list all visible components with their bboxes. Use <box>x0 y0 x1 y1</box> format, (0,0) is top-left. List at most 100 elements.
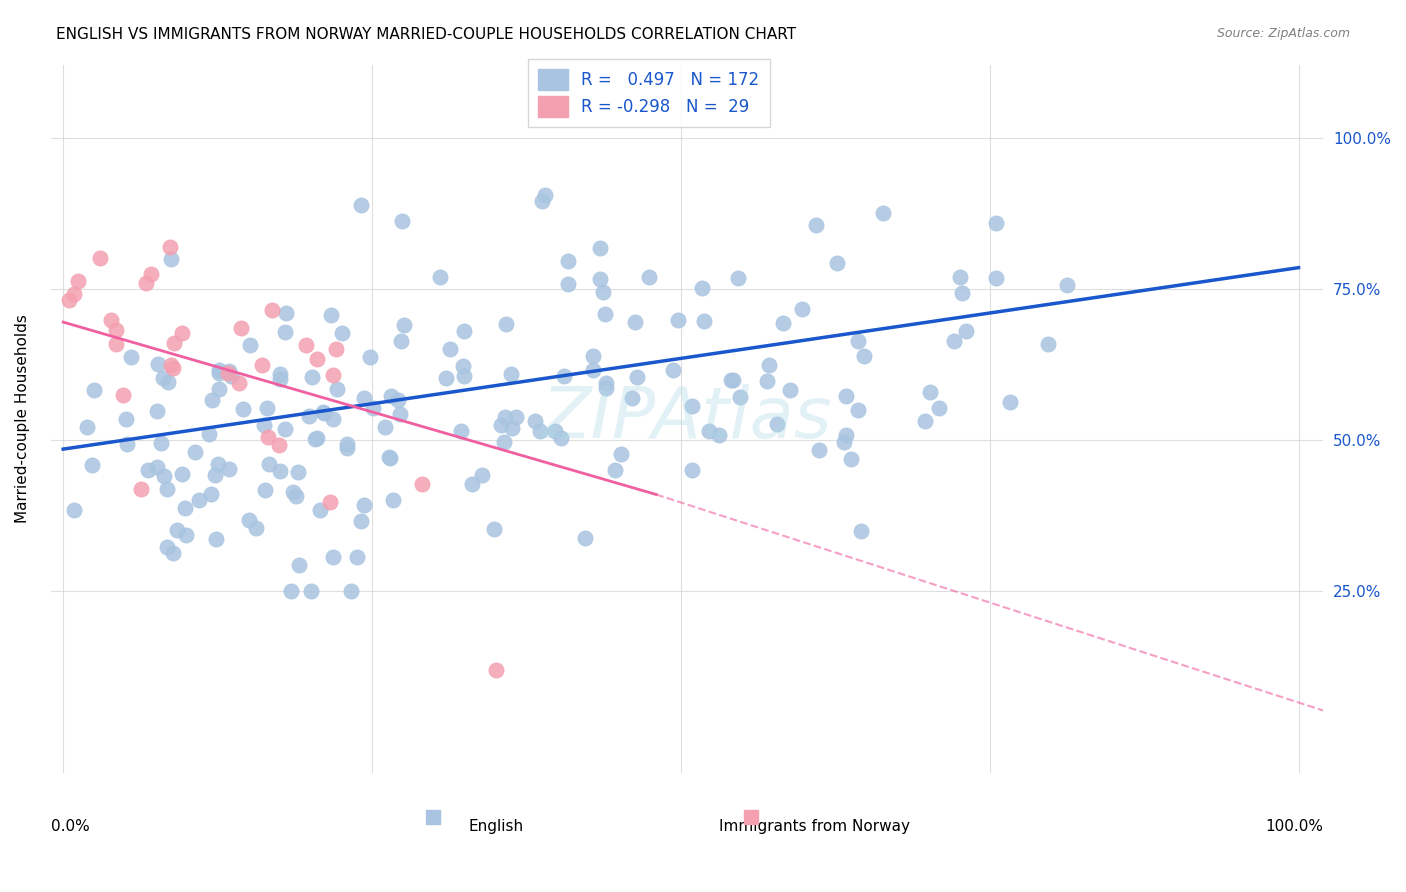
Point <box>219 369 242 384</box>
Point <box>382 492 405 507</box>
Point <box>239 338 262 352</box>
Point <box>609 447 631 461</box>
Point <box>389 407 412 421</box>
Point <box>322 549 344 564</box>
Point <box>184 444 207 458</box>
Point <box>200 487 222 501</box>
Point <box>392 318 415 332</box>
Point <box>163 336 186 351</box>
Point <box>58 293 80 307</box>
Point <box>693 314 716 328</box>
Point <box>150 436 173 450</box>
Point <box>553 369 575 384</box>
Point <box>661 363 683 377</box>
Point <box>112 387 135 401</box>
Point <box>66 274 89 288</box>
Point <box>162 546 184 560</box>
Point <box>681 400 703 414</box>
Point <box>274 326 297 340</box>
Y-axis label: Married-couple Households: Married-couple Households <box>15 315 30 524</box>
Point <box>346 549 368 564</box>
Point <box>846 402 869 417</box>
Point <box>621 391 644 405</box>
Point <box>593 307 616 321</box>
Point <box>326 382 349 396</box>
Point <box>389 334 412 348</box>
Point <box>758 358 780 372</box>
Point <box>779 383 801 397</box>
Point <box>804 218 827 232</box>
Point <box>319 308 342 322</box>
Point <box>307 431 329 445</box>
Point <box>950 286 973 301</box>
Point <box>134 276 156 290</box>
Point <box>872 205 894 219</box>
Point <box>156 541 179 555</box>
Point <box>484 663 506 677</box>
Point <box>232 402 254 417</box>
Point <box>391 214 413 228</box>
Point <box>550 431 572 445</box>
Point <box>287 465 309 479</box>
Point <box>256 401 278 415</box>
Point <box>595 376 617 391</box>
Point <box>499 367 522 381</box>
Point <box>592 285 614 299</box>
Point <box>494 434 516 449</box>
Point <box>851 524 873 538</box>
Point <box>280 584 302 599</box>
Point <box>581 349 603 363</box>
Point <box>160 252 183 267</box>
Point <box>104 337 127 351</box>
Point <box>1056 278 1078 293</box>
Point <box>914 414 936 428</box>
Point <box>322 412 344 426</box>
Point <box>637 269 659 284</box>
Point <box>790 301 813 316</box>
Point <box>80 458 103 473</box>
Point <box>589 242 612 256</box>
Point <box>305 352 328 367</box>
Point <box>257 457 280 471</box>
Point <box>115 437 138 451</box>
Point <box>839 451 862 466</box>
Point <box>207 382 229 396</box>
Point <box>336 441 359 455</box>
Point <box>690 281 713 295</box>
Point <box>207 457 229 471</box>
Point <box>827 256 849 270</box>
Point <box>89 252 111 266</box>
Point <box>201 393 224 408</box>
Point <box>505 409 527 424</box>
Point <box>846 334 869 349</box>
Point <box>697 424 720 438</box>
Point <box>260 303 283 318</box>
Point <box>159 240 181 254</box>
Point <box>254 483 277 498</box>
Point <box>156 482 179 496</box>
Point <box>411 477 433 491</box>
Point <box>574 531 596 545</box>
Point <box>141 267 163 281</box>
Point <box>160 358 183 372</box>
Point <box>949 269 972 284</box>
Point <box>294 338 316 352</box>
Point <box>359 350 381 364</box>
Point <box>238 513 260 527</box>
Point <box>253 417 276 432</box>
Point <box>986 216 1008 230</box>
Point <box>681 463 703 477</box>
Point <box>373 419 395 434</box>
Point <box>63 503 86 517</box>
Text: 0.0%: 0.0% <box>51 819 90 834</box>
Point <box>298 409 321 423</box>
Point <box>336 437 359 451</box>
Point <box>353 498 375 512</box>
Point <box>709 428 731 442</box>
Point <box>603 463 626 477</box>
Point <box>157 375 180 389</box>
Point <box>378 451 401 466</box>
Point <box>772 317 794 331</box>
Point <box>267 438 290 452</box>
Point <box>595 381 617 395</box>
